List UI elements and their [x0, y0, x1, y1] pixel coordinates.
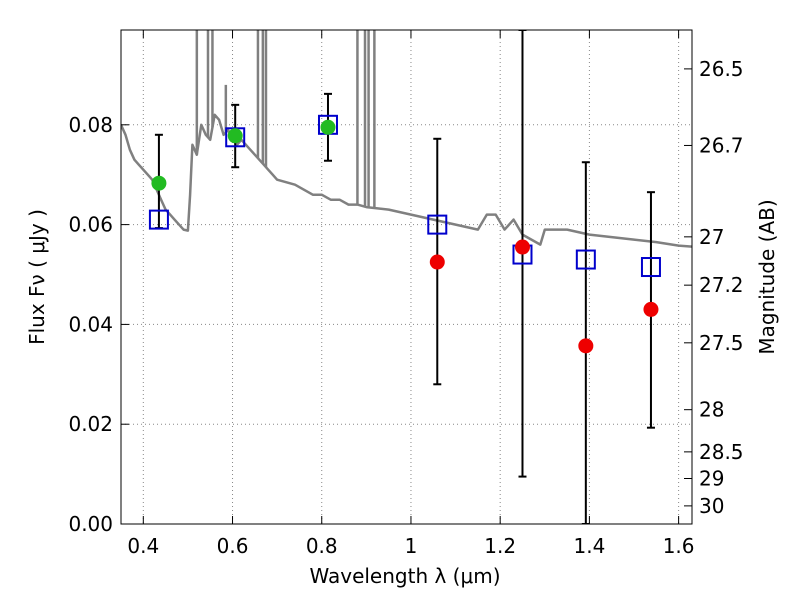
y-tick-label: 0.04 — [68, 312, 113, 336]
model-spectrum-line — [121, 113, 692, 248]
y-axis-label: Flux Fν ( μJy ) — [25, 209, 49, 345]
model-photometry-square — [225, 127, 246, 148]
plot-frame — [120, 29, 693, 525]
observed-flux-point-detected — [320, 119, 336, 135]
magnitude-tick-label: 27 — [699, 225, 724, 249]
model-photometry-square — [640, 257, 661, 278]
y-tick-label: 0.06 — [68, 213, 113, 237]
model-photometry-square — [427, 214, 448, 235]
model-photometry-square — [148, 209, 169, 230]
magnitude-tick-label: 30 — [699, 494, 724, 518]
magnitude-axis-label: Magnitude (AB) — [755, 199, 779, 354]
magnitude-tick-label: 26.5 — [699, 57, 744, 81]
observed-flux-point-nondetected — [429, 254, 445, 270]
magnitude-tick-label: 28 — [699, 398, 724, 422]
x-tick-label: 0.4 — [127, 534, 159, 558]
x-axis-label: Wavelength λ (μm) — [309, 564, 500, 588]
plot-data — [121, 30, 692, 524]
magnitude-tick-label: 27.5 — [699, 331, 744, 355]
magnitude-tick-label: 28.5 — [699, 440, 744, 464]
observed-flux-point-nondetected — [578, 338, 594, 354]
observed-flux-point-nondetected — [514, 239, 530, 255]
y-tick-label: 0.02 — [68, 412, 113, 436]
axes: 0.4 0.6 0.8 1 1.2 1.4 1.6 0.00 0.02 0.04 0.06 0.08 2… — [68, 30, 744, 558]
y-tick-label: 0.08 — [68, 113, 113, 137]
magnitude-tick-label: 26.7 — [699, 133, 744, 157]
x-tick-label: 0.6 — [217, 534, 249, 558]
model-photometry-square — [575, 249, 596, 270]
x-tick-label: 1 — [405, 534, 418, 558]
x-tick-label: 1.4 — [573, 534, 605, 558]
observed-flux-point-detected — [151, 175, 167, 191]
observed-flux-point-detected — [227, 128, 243, 144]
x-tick-label: 0.8 — [306, 534, 338, 558]
x-tick-label: 1.2 — [484, 534, 516, 558]
magnitude-tick-label: 29 — [699, 466, 724, 490]
magnitude-tick-label: 27.2 — [699, 273, 744, 297]
x-tick-label: 1.6 — [663, 534, 695, 558]
observed-flux-point-nondetected — [643, 301, 659, 317]
y-tick-label: 0.00 — [68, 512, 113, 536]
